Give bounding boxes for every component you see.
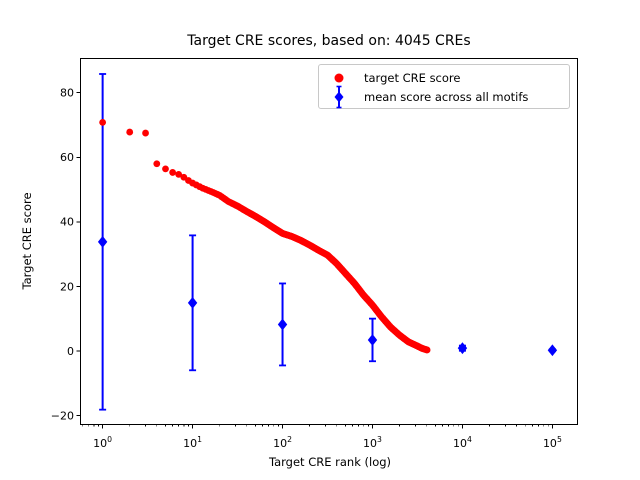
x-minor-ticks (82, 424, 549, 427)
legend: target CRE score mean score across all m… (318, 64, 570, 109)
svg-text:104: 104 (453, 435, 472, 450)
legend-label-target: target CRE score (364, 70, 461, 85)
svg-text:20: 20 (60, 280, 74, 293)
legend-label-mean: mean score across all motifs (364, 89, 529, 104)
svg-text:101: 101 (183, 435, 202, 450)
svg-text:102: 102 (273, 435, 292, 450)
legend-row-target: target CRE score (319, 68, 569, 87)
svg-text:103: 103 (363, 435, 382, 450)
x-axis-label: Target CRE rank (log) (268, 455, 392, 469)
svg-text:80: 80 (60, 87, 74, 100)
series-target-scores (99, 119, 431, 354)
plot-border (80, 58, 578, 425)
chart-title: Target CRE scores, based on: 4045 CREs (187, 33, 471, 49)
y-axis-label: Target CRE score (20, 192, 34, 290)
legend-blue-diamond-errorbar-icon (319, 85, 359, 109)
svg-text:0: 0 (67, 345, 74, 358)
x-major-ticks (102, 424, 553, 429)
svg-text:60: 60 (60, 151, 74, 164)
y-tick-labels: −20 0 20 40 60 80 (51, 87, 74, 423)
svg-text:100: 100 (93, 435, 112, 450)
svg-text:−20: −20 (51, 409, 74, 422)
y-ticks (76, 92, 81, 416)
x-tick-labels: 100 101 102 103 104 105 (93, 435, 562, 450)
legend-red-circle-icon (319, 72, 359, 84)
svg-text:40: 40 (60, 216, 74, 229)
legend-row-mean: mean score across all motifs (319, 85, 569, 109)
series-mean-errorbars (97, 73, 558, 411)
svg-text:105: 105 (543, 435, 562, 450)
